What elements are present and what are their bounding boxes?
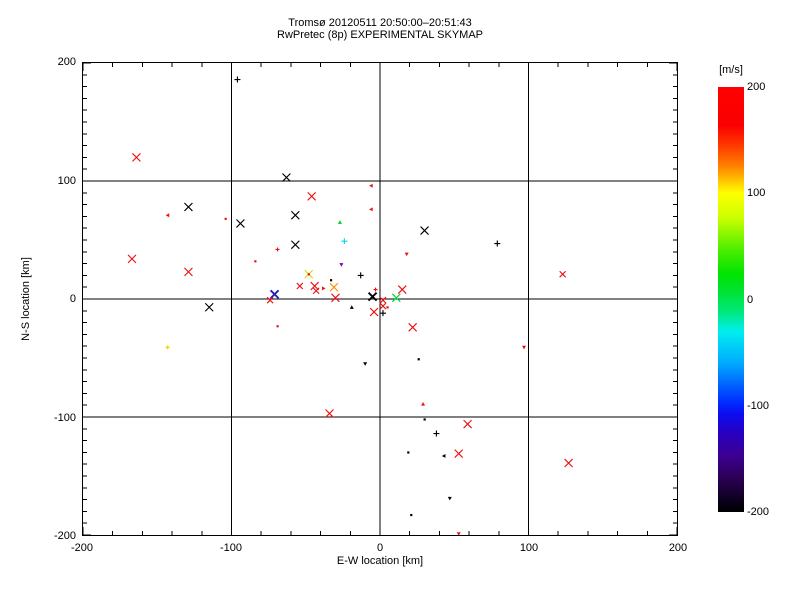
data-point (325, 409, 334, 418)
data-point (407, 451, 410, 454)
data-point (236, 219, 245, 228)
data-point (404, 252, 409, 257)
title-block: Tromsø 20120511 20:50:00–20:51:43 RwPret… (82, 17, 678, 41)
y-tick-label: -200 (53, 530, 76, 542)
axis-ticks (83, 63, 677, 535)
x-tick-label: -200 (70, 542, 94, 554)
data-point (369, 307, 379, 317)
data-point (331, 293, 340, 303)
data-point (369, 207, 373, 212)
x-tick-label: -100 (219, 542, 243, 554)
data-point (463, 419, 473, 429)
plot-subtitle: RwPretec (8p) EXPERIMENTAL SKYMAP (277, 29, 483, 41)
data-point (341, 238, 348, 245)
data-point (337, 220, 342, 224)
colorbar-tick-label: 0 (747, 293, 754, 306)
data-point (423, 418, 426, 421)
data-point (447, 496, 452, 501)
data-point (369, 183, 373, 188)
data-point (421, 402, 426, 406)
data-point (373, 287, 378, 292)
colorbar-tick-label: -200 (747, 506, 770, 518)
colorbar-unit-label: [m/s] (719, 64, 743, 76)
x-tick-label: 0 (376, 542, 384, 554)
data-point (397, 285, 407, 294)
x-tick-label: 200 (668, 542, 688, 554)
x-axis-label: E-W location [km] (336, 555, 424, 567)
y-tick-label: -100 (53, 411, 76, 424)
data-point (234, 76, 241, 83)
data-point (367, 291, 378, 302)
data-point (363, 362, 368, 366)
colorbar-gradient (718, 87, 744, 512)
data-point (204, 302, 214, 312)
data-point (564, 458, 573, 468)
y-tick-label: 100 (57, 174, 76, 187)
data-point (310, 281, 320, 291)
data-point (357, 272, 364, 279)
data-point (379, 310, 386, 317)
data-point (266, 296, 274, 304)
data-point (165, 345, 170, 350)
data-point (254, 260, 257, 263)
data-points (127, 76, 573, 535)
data-point (456, 532, 461, 535)
data-point (559, 270, 567, 278)
data-point (522, 345, 527, 350)
data-point (312, 287, 320, 295)
data-point (321, 286, 326, 291)
data-point (454, 449, 464, 458)
data-point (296, 282, 304, 290)
y-tick-label: 0 (69, 293, 76, 305)
data-point (269, 289, 280, 299)
data-point (282, 173, 291, 182)
data-point (494, 240, 501, 247)
data-point (386, 306, 389, 309)
data-point (433, 430, 440, 437)
data-point (224, 217, 227, 220)
plot-title: Tromsø 20120511 20:50:00–20:51:43 (288, 17, 472, 29)
data-point (408, 322, 418, 332)
x-tick-label: 100 (519, 542, 539, 554)
grid-lines (83, 63, 677, 535)
data-point (410, 513, 413, 517)
data-point (329, 282, 339, 292)
data-point (184, 267, 193, 277)
plot-canvas (83, 63, 677, 535)
data-point (127, 254, 137, 264)
colorbar-tick-label: 200 (747, 81, 766, 93)
plot-area (82, 62, 678, 536)
y-tick-label: 200 (57, 56, 76, 68)
data-point (165, 213, 170, 218)
data-point (349, 305, 354, 309)
data-point (329, 279, 333, 282)
data-point (441, 453, 446, 458)
data-point (420, 226, 429, 235)
data-point (184, 202, 193, 212)
data-point (417, 358, 420, 361)
data-point (290, 240, 300, 250)
colorbar-tick-label: 100 (747, 187, 766, 200)
data-point (307, 273, 310, 276)
data-point (275, 247, 280, 252)
colorbar-tick-label: -100 (747, 399, 770, 412)
data-point (276, 325, 279, 328)
data-point (290, 210, 300, 220)
data-point (379, 296, 387, 304)
data-point (391, 293, 401, 303)
data-point (339, 263, 344, 267)
data-point (379, 302, 387, 310)
data-point (307, 191, 317, 201)
data-point (132, 153, 141, 162)
